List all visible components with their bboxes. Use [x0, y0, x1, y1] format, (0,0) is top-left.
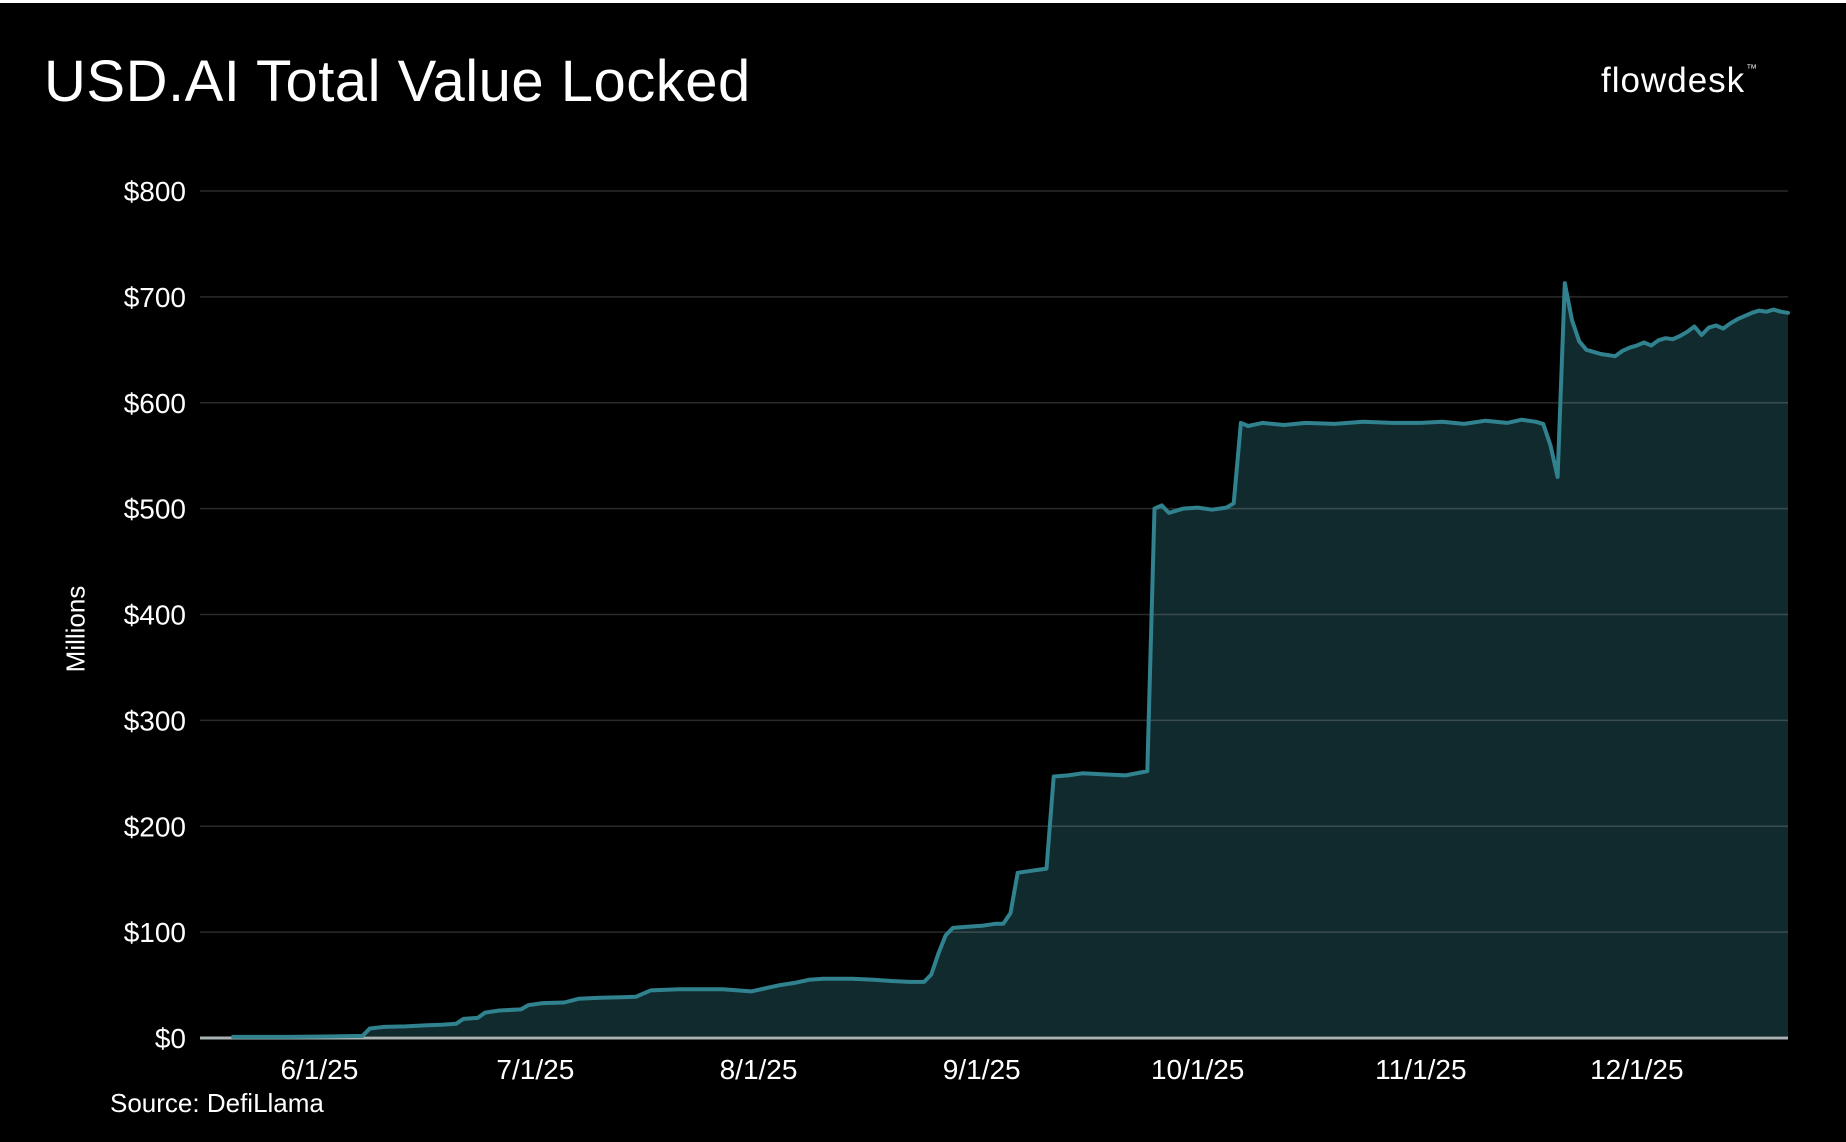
- flowdesk-logo: flowdesk™: [1601, 61, 1757, 101]
- x-tick-label: 7/1/25: [496, 1054, 574, 1085]
- y-tick-label: $200: [124, 811, 186, 842]
- x-tick-label: 11/1/25: [1375, 1054, 1466, 1085]
- trademark-icon: ™: [1746, 63, 1759, 75]
- x-tick-label: 10/1/25: [1151, 1054, 1244, 1085]
- chart-title: USD.AI Total Value Locked: [44, 49, 751, 114]
- top-border-line: [0, 0, 1846, 3]
- y-tick-label: $300: [124, 705, 186, 736]
- y-tick-label: $600: [124, 388, 186, 419]
- tvl-line: [231, 281, 1790, 1039]
- x-tick-label: 12/1/25: [1590, 1054, 1683, 1085]
- x-tick-label: 6/1/25: [280, 1054, 358, 1085]
- x-tick-label: 8/1/25: [720, 1054, 798, 1085]
- y-tick-label: $100: [124, 917, 186, 948]
- source-caption: Source: DefiLlama: [110, 1088, 324, 1118]
- tvl-area-fill: [233, 283, 1788, 1037]
- y-tick-label: $700: [124, 282, 186, 313]
- y-tick-label: $0: [155, 1023, 186, 1054]
- flowdesk-wordmark: flowdesk: [1601, 61, 1746, 100]
- y-tick-label: $500: [124, 494, 186, 525]
- y-tick-label: $800: [124, 176, 186, 207]
- x-tick-label: 9/1/25: [943, 1054, 1021, 1085]
- y-tick-label: $400: [124, 600, 186, 631]
